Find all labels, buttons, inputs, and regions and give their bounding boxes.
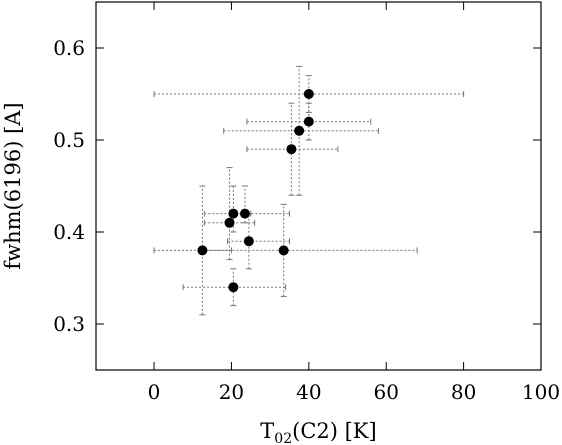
data-point <box>228 208 239 219</box>
x-tick-label: 20 <box>219 380 244 404</box>
error-bars <box>153 65 465 316</box>
data-point <box>303 89 314 99</box>
x-tick-label: 80 <box>451 380 476 404</box>
x-tick-label: 60 <box>373 380 398 404</box>
data-point <box>278 245 289 256</box>
x-tick-label: 40 <box>296 380 321 404</box>
data-point <box>228 282 239 293</box>
data-point <box>239 208 250 219</box>
data-point <box>224 217 235 228</box>
y-tick-label: 0.3 <box>53 312 85 336</box>
y-tick-label: 0.5 <box>53 128 85 152</box>
data-point <box>303 116 314 127</box>
x-axis-label-base: T <box>260 419 274 443</box>
x-axis-label-subscript: 02 <box>274 431 292 445</box>
y-tick-label: 0.4 <box>53 220 85 244</box>
data-points <box>197 89 314 293</box>
axis-ticks <box>96 2 542 370</box>
data-point <box>286 144 297 155</box>
x-tick-label: 100 <box>522 380 560 404</box>
tick-labels: 0 20 40 60 80 100 0.3 0.4 0.5 0.6 <box>53 36 560 404</box>
data-point <box>197 245 208 256</box>
x-axis-label-rest: (C2) [K] <box>292 419 377 443</box>
data-point <box>243 236 254 247</box>
data-point <box>294 125 305 136</box>
y-tick-label: 0.6 <box>53 36 85 60</box>
y-axis-label: fwhm(6196) [A] <box>1 102 25 269</box>
x-axis-label: T02(C2) [K] <box>260 419 376 445</box>
x-tick-label: 0 <box>148 380 161 404</box>
plot-frame <box>95 1 542 371</box>
